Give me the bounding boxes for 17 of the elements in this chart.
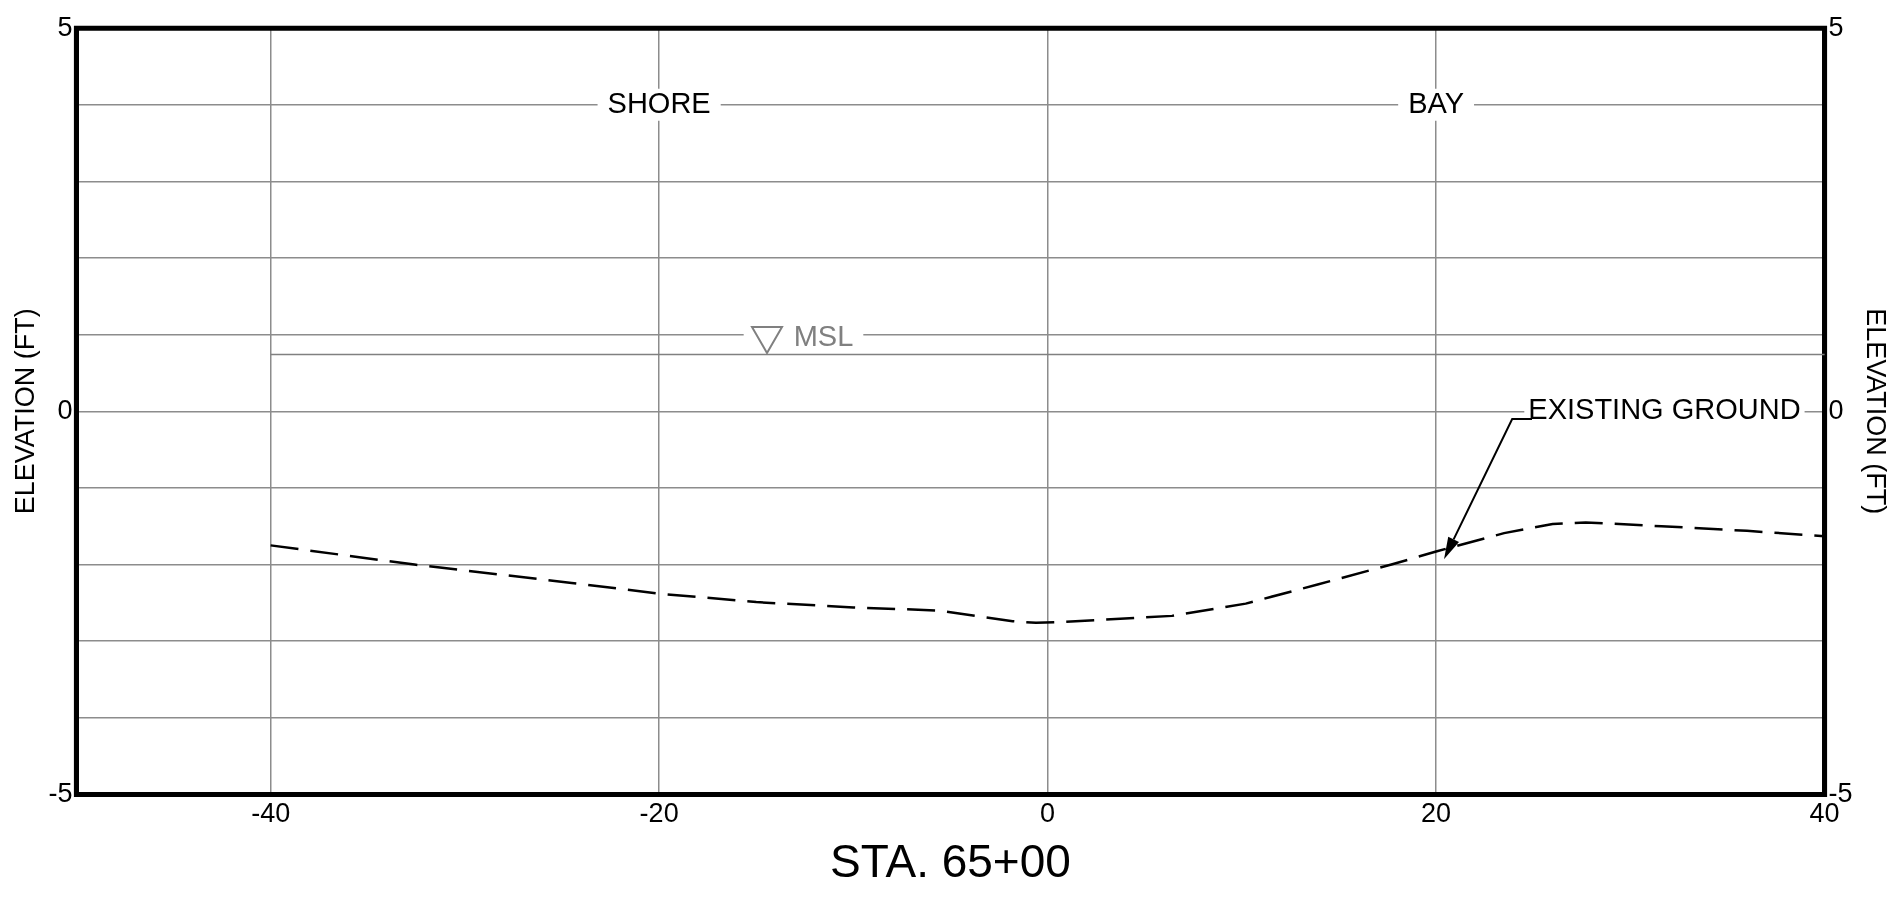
x-tick-label: -20 — [639, 798, 679, 829]
y-tick-label: -5 — [48, 777, 73, 808]
annotation: BAY — [1408, 86, 1465, 119]
ref-line-label: MSL — [793, 320, 854, 353]
x-tick-label: 0 — [1040, 798, 1056, 829]
y2-tick-label: 0 — [1828, 394, 1844, 425]
y2-tick-label: 5 — [1828, 11, 1844, 42]
y-axis-title: ELEVATION (FT) — [9, 308, 40, 515]
annotation: EXISTING GROUND — [1528, 393, 1801, 426]
y2-axis-title: ELEVATION (FT) — [1861, 308, 1892, 515]
y-tick-label: 5 — [57, 11, 73, 42]
y-tick-label: 0 — [57, 394, 73, 425]
x-tick-label: 20 — [1421, 798, 1452, 829]
annotation: SHORE — [607, 86, 711, 119]
x-axis-title: STA. 65+00 — [830, 835, 1071, 888]
x-tick-label: -40 — [251, 798, 291, 829]
line-series — [269, 521, 1825, 625]
